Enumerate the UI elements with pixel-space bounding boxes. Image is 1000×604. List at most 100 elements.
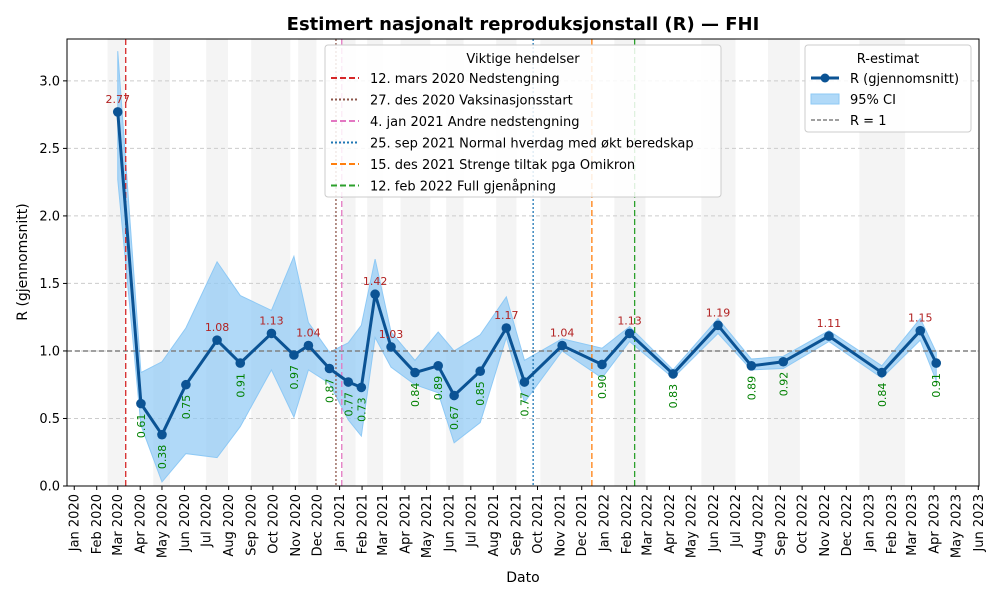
y-tick-label: 0.5 [39, 412, 60, 427]
x-tick-label: May 2022 [685, 494, 700, 558]
x-tick-label: Sep 2021 [509, 494, 524, 556]
x-tick-label: Oct 2022 [796, 494, 811, 554]
x-tick-label: Jul 2021 [464, 494, 479, 548]
r-series [112, 107, 942, 440]
estimate-legend-title: R-estimat [857, 52, 919, 67]
r-point [668, 369, 678, 379]
x-tick-label: Mar 2020 [111, 494, 126, 556]
events-legend: Viktige hendelser 12. mars 2020 Nedsteng… [324, 44, 722, 198]
r-point [112, 107, 123, 117]
x-tick-label: Mar 2022 [640, 494, 655, 556]
x-tick-label: Feb 2022 [620, 494, 635, 554]
data-label: 0.97 [288, 365, 301, 390]
y-tick-label: 2.5 [39, 142, 60, 157]
event-legend-label: 15. des 2021 Strenge tiltak pga Omikron [370, 158, 635, 173]
x-tick-label: Oct 2020 [266, 494, 281, 554]
r-point [136, 398, 146, 409]
event-legend-label: 12. mars 2020 Nedstengning [370, 72, 560, 87]
r-point [519, 377, 530, 387]
data-label: 1.15 [908, 312, 933, 325]
shaded-period [768, 39, 800, 486]
x-tick-label: Apr 2021 [398, 494, 413, 554]
data-label: 1.13 [259, 314, 284, 327]
r-point [212, 335, 222, 345]
data-label: 0.73 [355, 397, 368, 422]
data-label: 0.85 [474, 381, 487, 406]
r-point [449, 390, 459, 401]
r-point [303, 340, 314, 351]
r-point [181, 379, 191, 390]
r-point [713, 320, 723, 331]
data-label: 1.13 [617, 314, 642, 327]
r-point [410, 367, 420, 378]
data-label: 0.89 [745, 376, 758, 401]
x-tick-label: Dec 2020 [311, 494, 326, 556]
x-ticks: Jan 2020 Feb 2020 Mar 2020 Apr 2020 May 2020… [68, 486, 987, 558]
data-label: 0.77 [518, 392, 531, 417]
x-tick-label: Aug 2021 [487, 494, 502, 557]
y-axis-label: R (gjennomsnitt) [15, 203, 31, 320]
x-tick-label: Feb 2023 [885, 494, 900, 554]
x-tick-label: May 2020 [155, 494, 170, 558]
x-tick-label: Jan 2022 [598, 494, 613, 552]
x-tick-label: Dec 2021 [575, 494, 590, 556]
data-label: 1.04 [296, 327, 321, 340]
data-label: 0.83 [667, 384, 680, 409]
data-labels: 2.77 0.61 0.38 0.75 1.08 0.91 1.13 0.97 1.04 0.87… [105, 93, 943, 469]
r-point [557, 340, 567, 351]
x-tick-label: Jan 2021 [333, 494, 348, 552]
r-point [824, 331, 834, 341]
x-tick-label: Jan 2023 [862, 494, 877, 552]
data-label: 1.04 [550, 327, 575, 340]
event-legend-label: 12. feb 2022 Full gjenåpning [370, 180, 556, 195]
r-point [235, 358, 246, 368]
x-axis-label: Dato [506, 570, 539, 586]
data-label: 1.08 [205, 321, 230, 334]
legend-ci-label: 95% CI [850, 93, 896, 108]
y-tick-label: 1.5 [39, 277, 60, 292]
r-point [343, 377, 354, 387]
r-point [778, 356, 789, 367]
data-label: 0.87 [323, 379, 336, 404]
x-tick-label: Feb 2020 [90, 494, 105, 554]
x-tick-label: Apr 2022 [663, 494, 678, 554]
x-tick-label: May 2021 [420, 494, 435, 558]
x-tick-label: Jan 2020 [68, 494, 83, 552]
event-legend-label: 25. sep 2021 Normal hverdag med økt bere… [370, 137, 694, 152]
x-tick-label: Nov 2022 [818, 494, 833, 557]
r-point [370, 289, 380, 300]
x-tick-label: Aug 2022 [751, 494, 766, 557]
data-label: 0.90 [596, 374, 609, 399]
r-point [624, 328, 635, 339]
data-label: 2.77 [105, 93, 130, 106]
x-tick-label: Jun 2023 [972, 494, 987, 553]
x-tick-label: Oct 2021 [531, 494, 546, 554]
shaded-period [251, 39, 291, 486]
legend-ci-swatch [810, 93, 840, 105]
r-point [433, 361, 443, 371]
legend-r-marker [820, 73, 830, 83]
r-point [877, 367, 887, 378]
y-ticks: 0.0 0.5 1.0 1.5 2.0 2.5 3.0 [39, 74, 67, 495]
x-tick-label: Nov 2020 [289, 494, 304, 557]
events-legend-title: Viktige hendelser [466, 52, 580, 67]
r-point [289, 350, 299, 360]
data-label: 0.61 [135, 414, 148, 439]
legend-ref-label: R = 1 [850, 114, 886, 129]
y-tick-label: 3.0 [39, 74, 60, 89]
event-legend-label: 4. jan 2021 Andre nedstengning [370, 115, 579, 130]
r-point [746, 361, 757, 371]
x-tick-label: Jun 2020 [178, 494, 193, 553]
plot-frame [66, 38, 980, 487]
data-label: 0.75 [180, 395, 193, 420]
x-tick-label: Aug 2020 [222, 494, 237, 557]
x-tick-label: May 2023 [949, 494, 964, 558]
x-tick-label: Apr 2023 [928, 494, 943, 554]
data-label: 1.19 [706, 306, 731, 319]
r-point [475, 366, 486, 377]
x-tick-label: Mar 2021 [376, 494, 391, 556]
r-point [157, 429, 167, 440]
chart-title: Estimert nasjonalt reproduksjonstall (R)… [287, 14, 760, 35]
r-point [356, 382, 367, 393]
